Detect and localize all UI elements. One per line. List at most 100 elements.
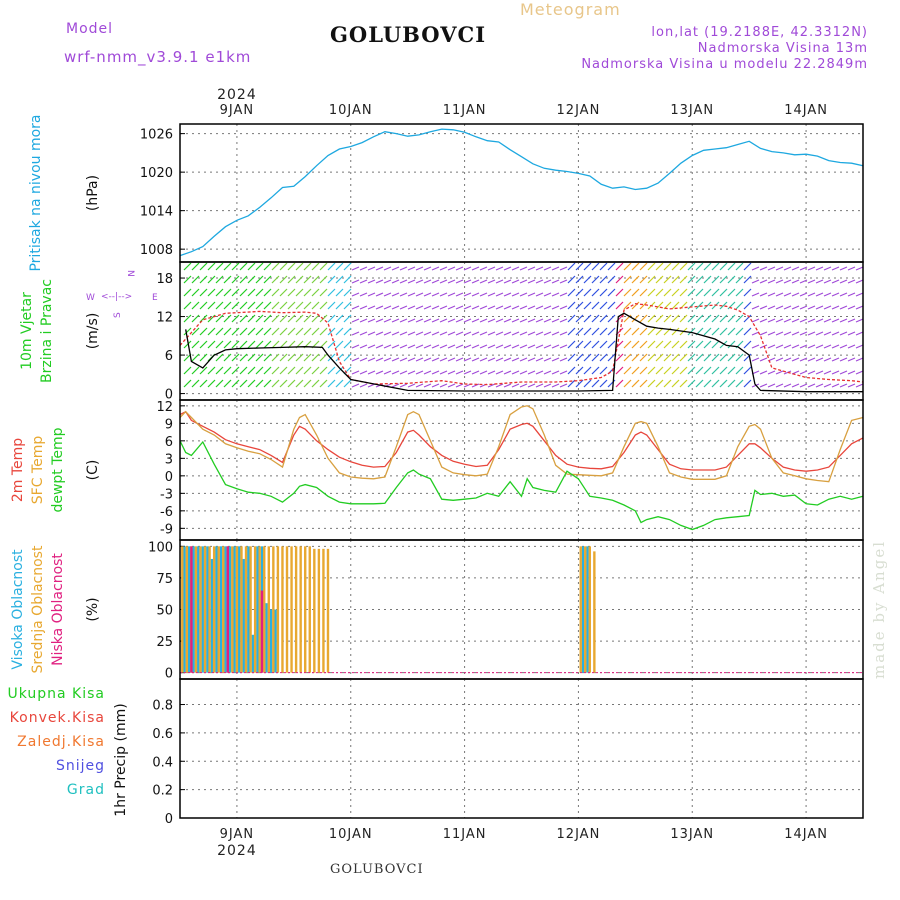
- wind-barb: [815, 266, 824, 271]
- wind-barb: [503, 292, 512, 297]
- wind-barb: [207, 275, 216, 284]
- model-elevation-text: Nadmorska Visina u modelu 22.2849m: [581, 57, 868, 72]
- y-tick-label: 0: [165, 470, 173, 485]
- wind-barb: [407, 331, 416, 336]
- wind-barb: [519, 318, 528, 323]
- wind-barb: [343, 262, 352, 271]
- wind-barb: [263, 340, 272, 349]
- wind-barb: [719, 314, 728, 323]
- wind-barb: [615, 288, 624, 297]
- wind-barb: [663, 314, 672, 323]
- wind-barb: [335, 301, 344, 310]
- wind-barb: [855, 292, 864, 297]
- cloud-bar-visoka: [228, 546, 232, 673]
- wind-barb: [591, 340, 600, 349]
- wind-barb: [583, 288, 592, 297]
- wind-barb: [207, 301, 216, 310]
- cloud-bar-srednja: [299, 546, 302, 673]
- wind-barb: [255, 327, 264, 336]
- wind-barb: [591, 314, 600, 323]
- wind-barb: [639, 353, 648, 362]
- wind-barb: [455, 318, 464, 323]
- cloud-bar-srednja: [317, 548, 321, 673]
- cloud-bar-visoka: [242, 558, 245, 673]
- wind-barb: [295, 275, 304, 284]
- wind-barb: [495, 370, 504, 375]
- wind-barb: [647, 340, 656, 349]
- wind-barb: [535, 292, 544, 297]
- wind-barb: [271, 327, 280, 336]
- wind-barb: [823, 331, 832, 336]
- wind-barb: [231, 288, 240, 297]
- wind-barb: [479, 331, 488, 336]
- panel-label: 10m Vjetar: [19, 292, 35, 370]
- cloud-bar-niska: [190, 546, 193, 673]
- wind-barb: [415, 344, 424, 349]
- cloud-bar-srednja: [267, 546, 270, 673]
- wind-barb: [431, 344, 440, 349]
- wind-barb: [383, 318, 392, 323]
- wind-barb: [399, 305, 408, 310]
- wind-barb: [295, 262, 304, 271]
- wind-barb: [807, 279, 816, 284]
- wind-barb: [743, 288, 752, 297]
- wind-barb: [695, 353, 704, 362]
- wind-barb: [543, 357, 552, 362]
- wind-barb: [775, 344, 784, 349]
- wind-barb: [807, 370, 816, 375]
- wind-barb: [703, 314, 712, 323]
- wind-barb: [359, 292, 368, 297]
- wind-barb: [519, 305, 528, 310]
- wind-barb: [199, 379, 208, 388]
- wind-barb: [335, 262, 344, 271]
- wind-barb: [319, 379, 328, 388]
- wind-barb: [503, 370, 512, 375]
- wind-barb: [239, 379, 248, 388]
- y-tick-label: 100: [148, 540, 173, 555]
- wind-barb: [503, 344, 512, 349]
- y-tick-label: 0: [165, 667, 173, 682]
- wind-barb: [591, 301, 600, 310]
- wind-barb: [519, 266, 528, 271]
- wind-barb: [519, 383, 528, 388]
- wind-barb: [815, 318, 824, 323]
- wind-barb: [623, 340, 632, 349]
- wind-barb: [407, 357, 416, 362]
- time-label-top: 10JAN: [329, 103, 373, 118]
- wind-barb: [407, 383, 416, 388]
- wind-barb: [767, 279, 776, 284]
- wind-barb: [455, 279, 464, 284]
- wind-barb: [367, 370, 376, 375]
- cloud-bar-visoka: [251, 634, 255, 673]
- wind-barb: [383, 305, 392, 310]
- wind-barb: [599, 262, 608, 271]
- wind-barb: [311, 314, 320, 323]
- cloud-bar-visoka: [265, 603, 268, 673]
- wind-barb: [503, 318, 512, 323]
- series-line-dewpt: [179, 440, 864, 531]
- wind-barb: [791, 383, 800, 388]
- wind-barb: [783, 305, 792, 310]
- wind-barb: [799, 318, 808, 323]
- wind-barb: [439, 292, 448, 297]
- wind-barb: [207, 366, 216, 375]
- wind-barb: [663, 288, 672, 297]
- wind-barb: [671, 301, 680, 310]
- wind-barb: [431, 266, 440, 271]
- cloud-bar-srednja: [194, 546, 198, 673]
- wind-barb: [647, 366, 656, 375]
- wind-barb: [551, 279, 560, 284]
- wind-barb: [415, 305, 424, 310]
- compass-arrows: <--|-->: [101, 292, 132, 302]
- wind-barb: [239, 288, 248, 297]
- wind-barb: [255, 288, 264, 297]
- wind-barb: [447, 292, 456, 297]
- wind-barb: [231, 353, 240, 362]
- wind-barb: [255, 353, 264, 362]
- wind-barb: [487, 344, 496, 349]
- wind-barb: [439, 331, 448, 336]
- panel-label: Pritisak na nivou mora: [28, 114, 44, 271]
- wind-barb: [831, 331, 840, 336]
- wind-barb: [567, 366, 576, 375]
- wind-barb: [447, 331, 456, 336]
